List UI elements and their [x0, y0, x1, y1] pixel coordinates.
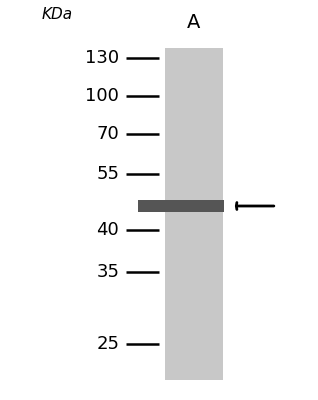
- Text: 70: 70: [96, 125, 119, 143]
- Text: 25: 25: [96, 335, 119, 353]
- Text: 100: 100: [85, 87, 119, 105]
- Text: KDa: KDa: [42, 7, 73, 22]
- Text: 130: 130: [85, 49, 119, 67]
- Text: 55: 55: [96, 165, 119, 183]
- Bar: [138, 200, 224, 212]
- Bar: [165, 48, 223, 380]
- Text: 35: 35: [96, 263, 119, 281]
- Text: 40: 40: [96, 221, 119, 239]
- Text: A: A: [187, 13, 201, 32]
